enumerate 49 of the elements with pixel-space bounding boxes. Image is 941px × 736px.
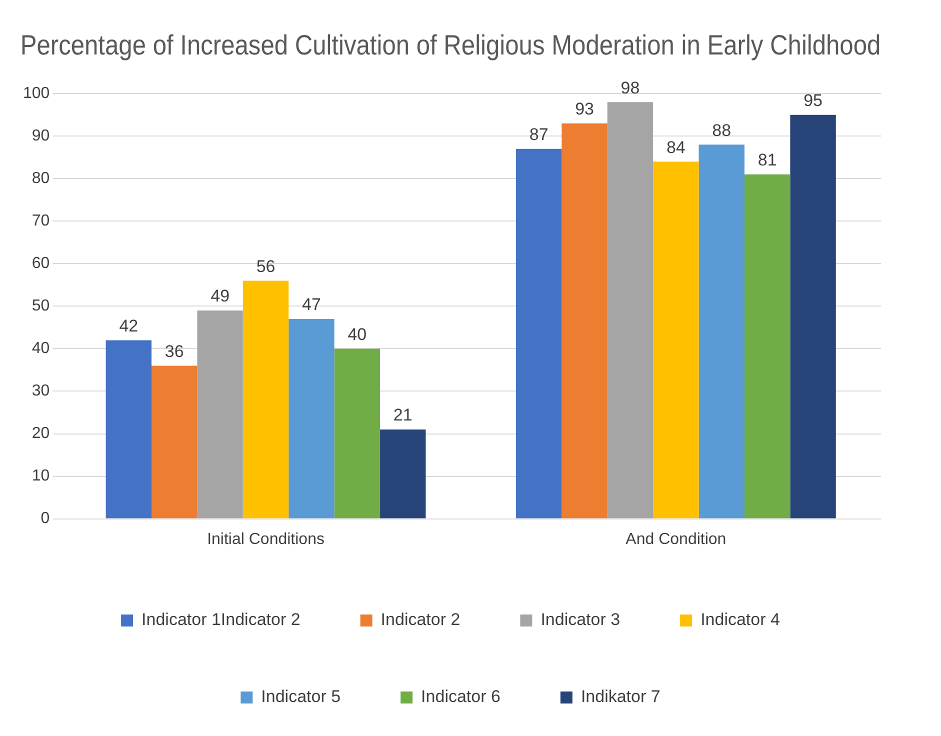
legend-label: Indicator 4 xyxy=(700,610,780,630)
data-label: 93 xyxy=(575,100,594,119)
bar xyxy=(562,123,608,518)
data-label: 81 xyxy=(758,150,777,170)
bar xyxy=(106,340,152,518)
data-label: 40 xyxy=(348,324,367,344)
y-tick-label: 30 xyxy=(32,382,50,400)
data-label: 88 xyxy=(712,120,732,140)
data-label: 95 xyxy=(804,91,822,110)
bar xyxy=(744,174,790,518)
bar xyxy=(334,348,380,518)
bar xyxy=(607,102,654,518)
data-label: 84 xyxy=(666,138,686,157)
y-tick-label: 0 xyxy=(40,510,50,528)
x-tick-label: Initial Conditions xyxy=(207,530,324,548)
y-tick-label: 20 xyxy=(32,425,50,442)
legend-label: Indicator 2 xyxy=(380,610,460,630)
data-label: 36 xyxy=(164,342,184,361)
bar xyxy=(152,366,198,518)
y-tick-label: 100 xyxy=(22,85,50,102)
bar xyxy=(698,144,744,518)
legend-label: Indikator 7 xyxy=(580,687,660,706)
data-label: 49 xyxy=(210,286,230,306)
data-label: 87 xyxy=(529,125,548,144)
bar xyxy=(197,310,243,518)
y-tick-label: 50 xyxy=(32,298,50,315)
data-label: 47 xyxy=(302,295,321,314)
bar xyxy=(516,148,562,518)
legend-label: Indicator 5 xyxy=(261,687,341,706)
x-tick-label: And Condition xyxy=(626,530,726,548)
legend-label: Indicator 6 xyxy=(421,687,500,706)
data-label: 56 xyxy=(256,256,276,276)
data-label: 98 xyxy=(620,78,640,98)
chart-title: Percentage of Increased Cultivation of Religious Moderation in Early Childhood xyxy=(20,29,881,61)
legend-label: Indicator 1Indicator 2 xyxy=(142,610,300,630)
bar xyxy=(653,162,699,518)
data-label: 42 xyxy=(119,316,138,336)
y-tick-label: 70 xyxy=(32,212,50,230)
bar xyxy=(288,318,334,518)
legend-label: Indicator 3 xyxy=(540,610,620,630)
y-tick-label: 40 xyxy=(32,340,50,358)
bar xyxy=(242,280,289,518)
y-tick-label: 80 xyxy=(32,170,50,188)
bar xyxy=(790,114,836,518)
data-label: 21 xyxy=(393,406,412,425)
bar xyxy=(380,430,426,518)
y-tick-label: 10 xyxy=(32,468,50,485)
y-tick-label: 90 xyxy=(32,128,50,145)
y-tick-label: 60 xyxy=(32,255,50,272)
